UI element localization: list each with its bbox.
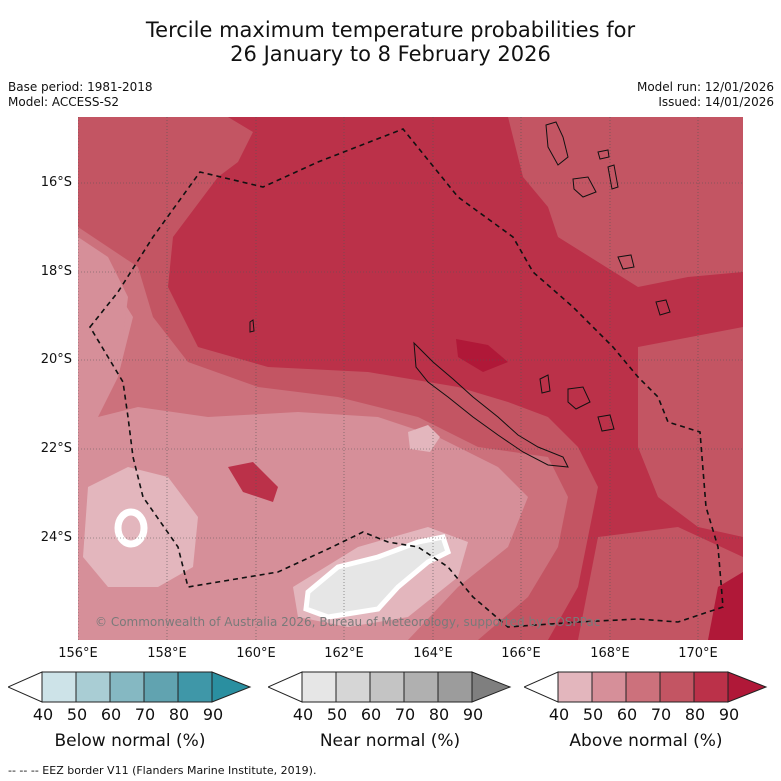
legend-swatch [659, 671, 695, 703]
model-name: Model: ACCESS-S2 [8, 95, 120, 109]
coastlines [249, 121, 671, 468]
legend-tick: 50 [582, 705, 604, 724]
above-80-patch-west [228, 462, 278, 502]
legend-title: Below normal (%) [54, 731, 206, 751]
legend-below-normal: 40 50 60 70 80 90 Below normal (%) [8, 671, 252, 751]
legend-title: Above normal (%) [569, 731, 723, 751]
legend-tick: 40 [32, 705, 54, 724]
above-90-patch-1 [456, 339, 508, 372]
legend-swatch [177, 671, 213, 703]
legend-tick: 40 [548, 705, 570, 724]
legend-tick: 70 [650, 705, 672, 724]
probability-map [78, 117, 743, 640]
above-70-lower-east [578, 527, 743, 640]
legend-swatch [557, 671, 593, 703]
lat-label-20s: 20°S [40, 352, 72, 367]
legend-swatch [437, 671, 473, 703]
legend-swatch [301, 671, 337, 703]
vanuatu-efate [617, 254, 635, 270]
legend-swatch [369, 671, 405, 703]
copyright-notice: © Commonwealth of Australia 2026, Bureau… [95, 615, 601, 629]
legend-tick: 60 [360, 705, 382, 724]
legend-tick: 40 [292, 705, 314, 724]
legend-bar [8, 671, 252, 703]
new-caledonia [413, 341, 569, 468]
legend-swatch [109, 671, 145, 703]
lat-label-18s: 18°S [40, 264, 72, 279]
legend-title: Near normal (%) [319, 731, 461, 751]
legend-tick: 70 [394, 705, 416, 724]
near-normal-region [303, 534, 452, 620]
eez-border [89, 128, 724, 628]
legend-swatch [41, 671, 77, 703]
lon-label-166e: 166°E [501, 646, 541, 661]
vanuatu-pentecost [607, 164, 619, 190]
title-line-2: 26 January to 8 February 2026 [230, 42, 551, 66]
gridlines [78, 117, 743, 640]
lon-label-164e: 164°E [413, 646, 453, 661]
base-period: Base period: 1981-2018 [8, 80, 153, 94]
legend-swatch [591, 671, 627, 703]
lon-label-170e: 170°E [678, 646, 718, 661]
legend-tick: 80 [684, 705, 706, 724]
loyalty-lifou [567, 386, 591, 410]
eez-footnote: -- -- -- EEZ border V11 (Flanders Marine… [8, 764, 317, 777]
legend-tick: 60 [100, 705, 122, 724]
legend-bar [524, 671, 768, 703]
lon-label-162e: 162°E [324, 646, 364, 661]
legend-swatch [625, 671, 661, 703]
vanuatu-santo [545, 121, 569, 166]
lat-label-16s: 16°S [40, 175, 72, 190]
lon-label-160e: 160°E [236, 646, 276, 661]
meta-left: Base period: 1981-2018 Model: ACCESS-S2 [8, 80, 153, 110]
legend-tick: 80 [428, 705, 450, 724]
chart-title: Tercile maximum temperature probabilitie… [0, 18, 781, 66]
above-50-west-patch [78, 237, 128, 352]
legend-arrow-high [727, 671, 768, 703]
lon-label-156e: 156°E [58, 646, 98, 661]
legend-above-normal: 40 50 60 70 80 90 Above normal (%) [524, 671, 768, 751]
above-40-mid-patch [408, 425, 440, 452]
legend-tick: 90 [202, 705, 224, 724]
loyalty-ouvea [539, 374, 551, 394]
model-run: Model run: 12/01/2026 [636, 80, 774, 94]
above-90-patch-2 [708, 572, 743, 640]
legend-tick: 50 [66, 705, 88, 724]
legend-arrow-low [8, 671, 43, 703]
legend-tick: 70 [134, 705, 156, 724]
legend-swatch [693, 671, 729, 703]
legend-near-normal: 40 50 60 70 80 90 Near normal (%) [268, 671, 512, 751]
legend-arrow-high [211, 671, 252, 703]
legend-tick: 80 [168, 705, 190, 724]
white-ring-west [114, 508, 148, 548]
chesterfield-islet [249, 319, 255, 333]
legend-tick: 60 [616, 705, 638, 724]
legend-arrow-low [268, 671, 303, 703]
vanuatu-tanna [655, 299, 671, 316]
legend-swatch [143, 671, 179, 703]
legend-bar [268, 671, 512, 703]
lat-label-24s: 24°S [40, 530, 72, 545]
vanuatu-banks [597, 149, 610, 160]
vanuatu-malekula [572, 176, 597, 198]
lon-label-168e: 168°E [590, 646, 630, 661]
lat-label-22s: 22°S [40, 441, 72, 456]
legend-tick: 50 [326, 705, 348, 724]
legend-arrow-low [524, 671, 559, 703]
legend-tick: 90 [462, 705, 484, 724]
issued-date: Issued: 14/01/2026 [658, 95, 774, 109]
legend-arrow-high [471, 671, 512, 703]
legend-swatch [403, 671, 439, 703]
lon-label-158e: 158°E [147, 646, 187, 661]
legend-swatch [335, 671, 371, 703]
legend-swatch [75, 671, 111, 703]
loyalty-mare [597, 414, 615, 432]
meta-right: Model run: 12/01/2026 Issued: 14/01/2026 [637, 80, 774, 110]
legend-tick: 90 [718, 705, 740, 724]
title-line-1: Tercile maximum temperature probabilitie… [145, 18, 636, 42]
above-70-east [638, 327, 743, 537]
above-70-top-right [508, 117, 743, 287]
